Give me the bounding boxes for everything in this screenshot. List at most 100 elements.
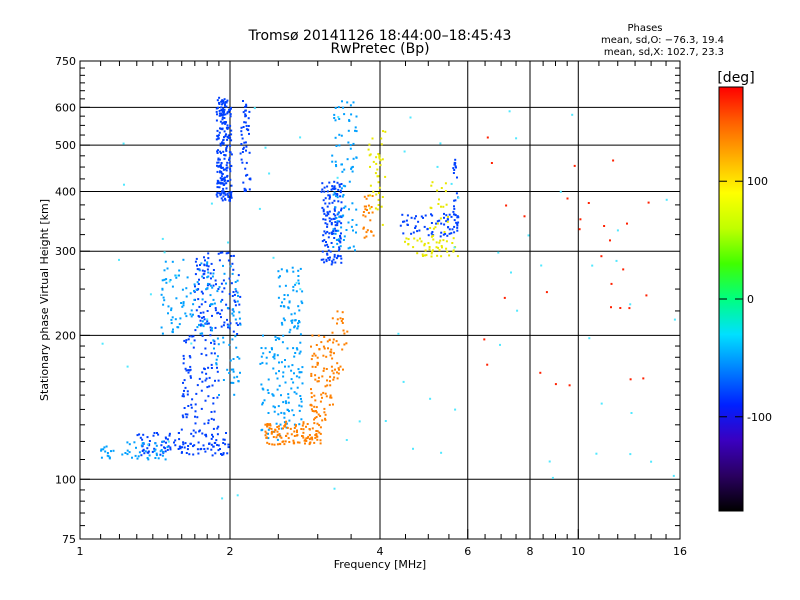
data-point	[216, 170, 219, 173]
data-point	[201, 324, 204, 327]
data-point	[316, 356, 319, 359]
data-point	[548, 460, 551, 463]
data-point	[446, 250, 449, 253]
data-point	[204, 347, 207, 350]
data-point	[222, 138, 225, 141]
data-point	[403, 150, 406, 153]
data-point	[290, 387, 293, 390]
data-point	[347, 221, 350, 224]
data-point	[300, 405, 303, 408]
data-point	[287, 393, 290, 396]
data-point	[192, 313, 194, 316]
data-point	[448, 228, 451, 231]
data-point	[365, 231, 368, 234]
data-point	[332, 193, 335, 196]
data-point	[134, 454, 137, 457]
data-point	[630, 412, 633, 414]
y-tick-label: 400	[55, 185, 76, 198]
data-point	[289, 328, 292, 331]
data-point	[217, 158, 220, 161]
data-point	[405, 237, 408, 240]
data-point	[144, 450, 147, 453]
data-point	[242, 148, 245, 150]
data-point	[453, 207, 456, 210]
data-point	[284, 400, 287, 403]
data-point	[215, 283, 217, 286]
data-point	[223, 136, 225, 139]
data-point	[223, 157, 226, 160]
data-point	[516, 309, 519, 312]
data-point	[335, 340, 338, 343]
data-point	[197, 315, 200, 317]
data-point	[377, 153, 380, 155]
data-point	[223, 121, 226, 124]
data-point	[369, 165, 371, 168]
data-point	[340, 163, 343, 166]
data-point	[323, 212, 326, 215]
data-point	[229, 144, 232, 147]
data-point	[222, 324, 225, 327]
data-point	[206, 386, 209, 389]
data-point	[225, 187, 228, 190]
data-point	[213, 410, 216, 413]
data-point	[369, 194, 372, 197]
data-point	[273, 410, 276, 413]
data-point	[283, 443, 286, 446]
data-point	[293, 430, 296, 433]
data-point	[318, 431, 321, 434]
data-point	[438, 219, 441, 222]
data-point	[221, 199, 224, 202]
data-point	[340, 187, 343, 190]
data-point	[429, 397, 432, 400]
data-point	[224, 134, 227, 137]
data-point	[188, 369, 191, 372]
data-point	[341, 348, 344, 351]
data-point	[267, 392, 270, 394]
data-point	[225, 164, 228, 167]
data-point	[216, 135, 219, 138]
data-point	[121, 453, 124, 456]
data-point	[212, 418, 215, 421]
data-point	[218, 109, 221, 112]
data-point	[340, 209, 342, 212]
data-point	[208, 376, 211, 379]
data-point	[333, 180, 336, 183]
data-point	[326, 384, 329, 387]
data-point	[321, 240, 324, 243]
data-point	[432, 238, 435, 241]
data-point	[347, 129, 350, 132]
data-point	[456, 216, 459, 219]
data-point	[155, 444, 158, 447]
data-point	[244, 167, 247, 170]
data-point	[211, 384, 214, 387]
data-point	[337, 367, 340, 370]
data-point	[230, 255, 233, 257]
data-point	[362, 227, 365, 230]
data-point	[454, 165, 457, 168]
data-point	[342, 368, 344, 371]
data-point	[323, 186, 326, 189]
data-point	[273, 443, 276, 446]
data-point	[306, 423, 309, 425]
data-point	[222, 187, 225, 190]
data-point	[665, 198, 668, 201]
data-point	[428, 248, 431, 251]
data-point	[222, 190, 225, 193]
data-point	[295, 392, 298, 395]
data-point	[439, 239, 442, 242]
data-point	[326, 223, 329, 226]
data-point	[266, 423, 269, 425]
data-point	[213, 352, 216, 355]
data-point	[185, 416, 188, 419]
data-point	[196, 326, 199, 329]
data-point	[221, 251, 224, 254]
data-point	[418, 229, 421, 232]
data-point	[338, 220, 341, 223]
data-point	[328, 181, 331, 184]
data-point	[454, 199, 457, 202]
data-point	[267, 432, 269, 435]
x-tick-label: 2	[227, 545, 234, 558]
data-point	[198, 278, 200, 281]
data-point	[299, 341, 302, 344]
data-point	[170, 309, 173, 312]
